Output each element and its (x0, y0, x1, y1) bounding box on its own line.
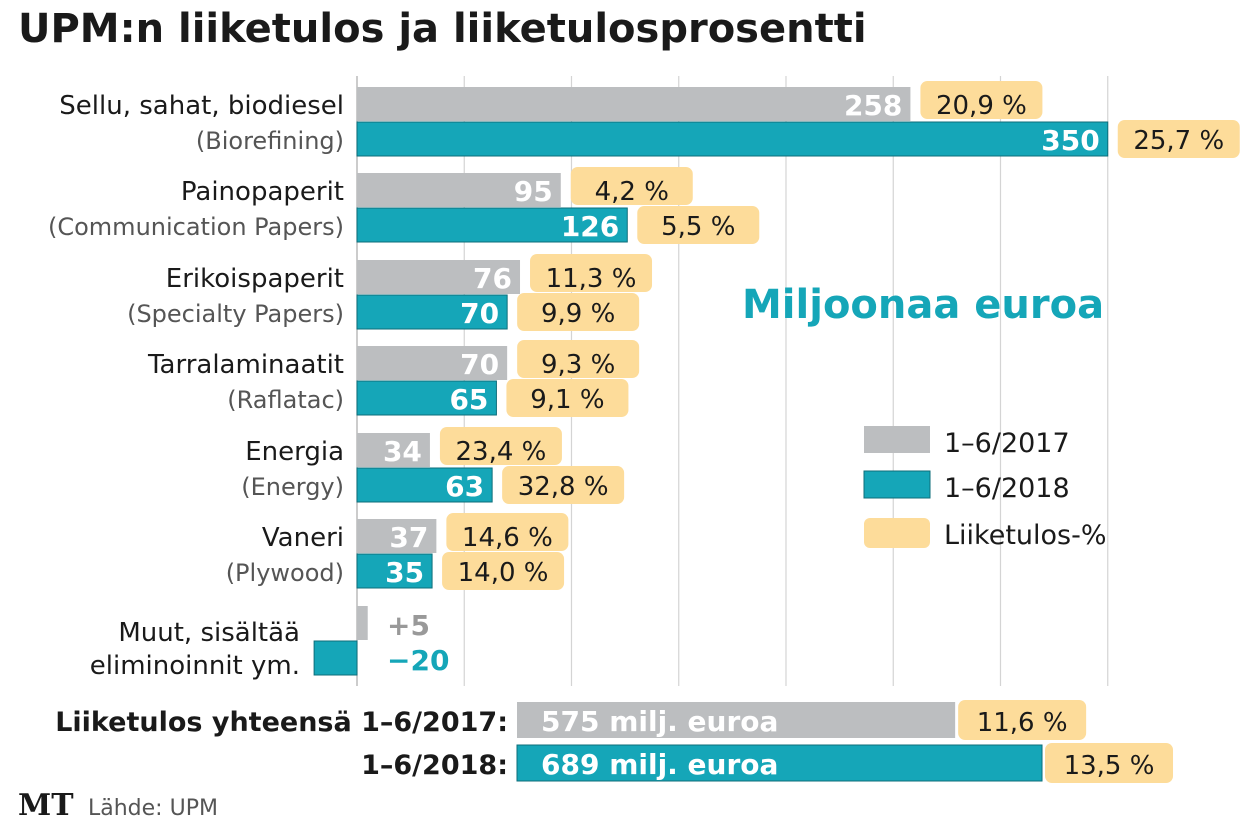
total-value-label: 689 milj. euroa (541, 748, 778, 781)
total-pct-label: 11,6 % (977, 708, 1068, 738)
pct-badge (530, 254, 653, 292)
pct-badge (439, 427, 562, 465)
mt-logo: MT (18, 788, 74, 823)
bar-value-label: 126 (561, 210, 619, 243)
bar-2017 (357, 87, 911, 121)
pct-badge (506, 379, 629, 417)
pct-badge (442, 552, 565, 590)
pct-label: 9,3 % (541, 350, 615, 380)
pct-badge (517, 293, 640, 331)
pct-badge (517, 340, 640, 378)
legend: 1–6/2017 1–6/2018 Liiketulos-% (863, 426, 1107, 551)
pct-label: 14,0 % (458, 558, 549, 588)
bar-value-label: +5 (387, 609, 430, 642)
category-name: Sellu, sahat, biodiesel (59, 91, 344, 121)
pct-label: 4,2 % (595, 177, 669, 207)
total-label-2018: 1–6/2018: (361, 750, 508, 781)
category-labels: Sellu, sahat, biodiesel (Biorefining) Pain… (48, 91, 344, 681)
total-bar-2018 (516, 744, 1043, 782)
bar-value-label: 63 (445, 470, 484, 503)
category-subname: (Biorefining) (196, 127, 344, 155)
legend-swatch (864, 518, 930, 548)
bar-value-label: 35 (385, 556, 424, 589)
bar-value-label: 350 (1041, 124, 1099, 157)
bar-value-label: 258 (844, 89, 902, 122)
totals: Liiketulos yhteensä 1–6/2017: 1–6/2018: 57… (55, 700, 1174, 783)
pct-badge (637, 206, 760, 244)
pct-label: 20,9 % (936, 91, 1027, 121)
bar-2018 (356, 207, 628, 243)
total-label-2017: Liiketulos yhteensä 1–6/2017: (55, 707, 508, 738)
bar-2017 (357, 346, 508, 380)
bar-value-label: 70 (460, 297, 499, 330)
bar-2018 (356, 294, 508, 330)
category-name: Tarralaminaatit (147, 350, 344, 380)
bar-2017 (357, 606, 368, 640)
source-label: Lähde: UPM (88, 796, 218, 821)
pct-label: 14,6 % (462, 523, 553, 553)
bar-2018 (356, 121, 1109, 157)
unit-label: Miljoonaa euroa (742, 282, 1104, 328)
pct-label: 9,9 % (541, 299, 615, 329)
bar-2018 (356, 380, 497, 416)
pct-label: 25,7 % (1133, 126, 1224, 156)
bar-2017 (357, 519, 437, 553)
legend-label: 1–6/2018 (944, 473, 1070, 504)
pct-badge (1117, 120, 1240, 158)
legend-label: 1–6/2017 (944, 428, 1070, 459)
bar-2017 (357, 173, 561, 207)
pct-badge (570, 167, 693, 205)
legend-swatch (863, 470, 931, 499)
bar-value-label: 95 (514, 175, 553, 208)
total-pct-label: 13,5 % (1064, 751, 1155, 781)
pct-label: 32,8 % (518, 472, 609, 502)
category-subname: (Communication Papers) (48, 213, 344, 241)
bar-2017 (357, 260, 521, 294)
bar-value-label: 34 (383, 435, 422, 468)
bar-2018 (313, 640, 358, 676)
bar-value-label: 70 (460, 348, 499, 381)
total-bar-2017 (517, 702, 956, 738)
category-subname: (Specialty Papers) (127, 300, 344, 328)
category-name: Energia (245, 437, 344, 467)
pct-label: 5,5 % (661, 212, 735, 242)
bar-2018 (356, 467, 493, 503)
bars: 258 20,9 % 350 25,7 % 95 4,2 %126 5,5 % 76 11,3 … (313, 81, 1240, 677)
total-pct-badge (1045, 743, 1174, 783)
pct-label: 23,4 % (455, 437, 546, 467)
bar-value-label: −20 (387, 644, 449, 677)
bar-value-label: 76 (473, 262, 512, 295)
category-subname: (Plywood) (226, 559, 344, 587)
chart-title: UPM:n liiketulos ja liiketulosprosentti (18, 6, 867, 52)
category-name: Erikoispaperit (166, 264, 344, 294)
legend-swatch (864, 426, 930, 453)
category-subname: (Energy) (241, 473, 344, 501)
legend-label: Liiketulos-% (944, 520, 1107, 551)
category-name: Muut, sisältää (118, 618, 300, 648)
total-pct-badge (958, 700, 1087, 740)
bar-value-label: 65 (449, 383, 488, 416)
pct-badge (502, 466, 625, 504)
category-subname: eliminoinnit ym. (90, 651, 300, 681)
bar-2017 (357, 433, 430, 467)
pct-badge (446, 513, 569, 551)
category-name: Painopaperit (181, 177, 344, 207)
bar-value-label: 37 (389, 521, 428, 554)
total-value-label: 575 milj. euroa (541, 705, 778, 738)
category-name: Vaneri (262, 523, 344, 553)
pct-label: 11,3 % (546, 264, 637, 294)
pct-label: 9,1 % (530, 385, 604, 415)
pct-badge (920, 81, 1043, 119)
category-subname: (Raflatac) (227, 386, 344, 414)
bar-2018 (356, 553, 433, 589)
